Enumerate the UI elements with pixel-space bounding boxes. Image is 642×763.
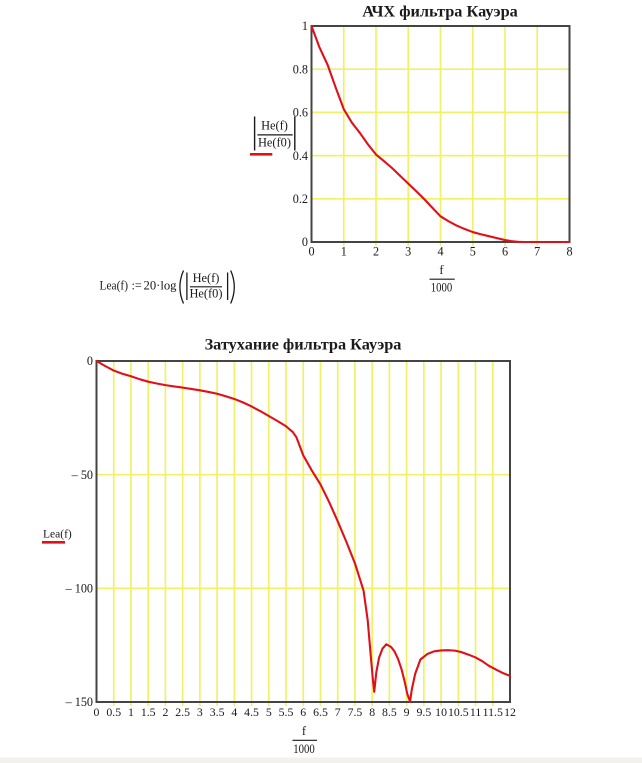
svg-text:8.5: 8.5 bbox=[382, 705, 397, 719]
svg-text:1000: 1000 bbox=[431, 281, 453, 295]
svg-text:0.6: 0.6 bbox=[293, 106, 308, 120]
svg-text:5: 5 bbox=[470, 245, 476, 259]
svg-text:0: 0 bbox=[308, 245, 314, 259]
svg-text:2.5: 2.5 bbox=[175, 705, 190, 719]
svg-text:3: 3 bbox=[197, 705, 203, 719]
svg-text:10: 10 bbox=[435, 705, 447, 719]
svg-text:1: 1 bbox=[302, 19, 308, 33]
svg-text:4: 4 bbox=[231, 705, 237, 719]
svg-text:0: 0 bbox=[302, 235, 308, 249]
svg-text:1.5: 1.5 bbox=[141, 705, 156, 719]
svg-text:– 50: – 50 bbox=[71, 468, 93, 482]
svg-text:Затухание фильтра Кауэра: Затухание фильтра Кауэра bbox=[205, 335, 402, 354]
svg-text:He(f): He(f) bbox=[261, 119, 288, 133]
svg-text:0: 0 bbox=[94, 705, 100, 719]
svg-text:6.5: 6.5 bbox=[313, 705, 328, 719]
svg-text:He(f): He(f) bbox=[193, 271, 220, 285]
svg-text:f: f bbox=[302, 724, 307, 738]
svg-text:f: f bbox=[439, 263, 444, 277]
svg-text:7: 7 bbox=[335, 705, 341, 719]
svg-text:9: 9 bbox=[404, 705, 410, 719]
svg-text:7: 7 bbox=[534, 245, 540, 259]
svg-text:0.8: 0.8 bbox=[293, 62, 308, 76]
svg-text:2: 2 bbox=[162, 705, 168, 719]
svg-text:4.5: 4.5 bbox=[244, 705, 259, 719]
svg-text:11.5: 11.5 bbox=[483, 705, 503, 719]
svg-text:1000: 1000 bbox=[293, 742, 315, 756]
svg-text:8: 8 bbox=[369, 705, 375, 719]
svg-text:1: 1 bbox=[341, 245, 347, 259]
svg-text:12: 12 bbox=[504, 705, 516, 719]
svg-text:9.5: 9.5 bbox=[416, 705, 431, 719]
svg-text:He(f0): He(f0) bbox=[189, 286, 222, 300]
svg-text:1: 1 bbox=[128, 705, 134, 719]
svg-text:0.2: 0.2 bbox=[293, 192, 308, 206]
svg-text:0.5: 0.5 bbox=[106, 705, 121, 719]
svg-text:5.5: 5.5 bbox=[279, 705, 294, 719]
svg-text:3.5: 3.5 bbox=[210, 705, 225, 719]
svg-text:7.5: 7.5 bbox=[348, 705, 363, 719]
svg-text:Lea(f): Lea(f) bbox=[100, 279, 129, 293]
svg-text:11: 11 bbox=[470, 705, 481, 719]
svg-text:4: 4 bbox=[437, 245, 443, 259]
svg-text:2: 2 bbox=[373, 245, 379, 259]
svg-text:– 150: – 150 bbox=[65, 695, 93, 709]
svg-text:He(f0): He(f0) bbox=[258, 135, 291, 149]
svg-text:Lea(f): Lea(f) bbox=[43, 529, 72, 541]
svg-text:0: 0 bbox=[87, 354, 93, 368]
svg-text:6: 6 bbox=[502, 245, 508, 259]
svg-text:20·log: 20·log bbox=[144, 279, 177, 293]
svg-text:3: 3 bbox=[405, 245, 411, 259]
svg-text:АЧХ фильтра Кауэра: АЧХ фильтра Кауэра bbox=[362, 1, 518, 20]
svg-text::=: := bbox=[132, 279, 142, 293]
svg-text:8: 8 bbox=[566, 245, 572, 259]
svg-text:6: 6 bbox=[300, 705, 306, 719]
svg-text:10.5: 10.5 bbox=[448, 705, 469, 719]
svg-text:5: 5 bbox=[266, 705, 272, 719]
svg-text:0.4: 0.4 bbox=[293, 149, 308, 163]
svg-text:– 100: – 100 bbox=[65, 582, 93, 596]
